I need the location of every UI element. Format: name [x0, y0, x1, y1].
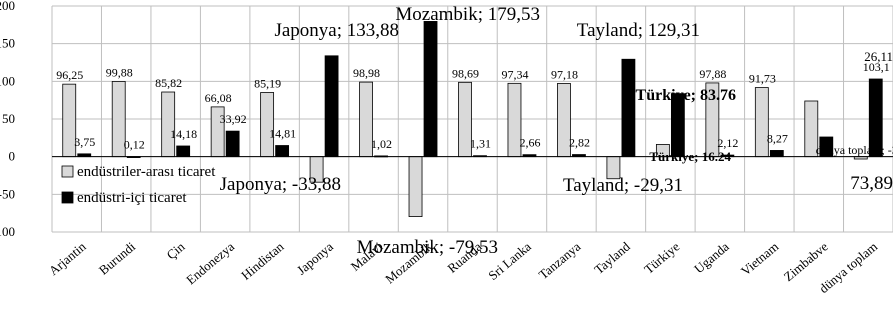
data-label: 2,82: [569, 136, 590, 150]
category-label: Endonezya: [183, 239, 237, 288]
category-label: Vietnam: [738, 239, 781, 279]
data-label: 1,02: [371, 137, 392, 151]
category-label: Arjantin: [46, 238, 89, 278]
bar: [161, 91, 176, 158]
category-label: Çin: [164, 238, 188, 262]
y-tick-label: 200: [0, 0, 15, 13]
y-tick-label: 0: [9, 149, 16, 164]
legend: endüstriler-arası ticaret endüstri-içi ti…: [61, 164, 216, 206]
data-label: Japonya; 133,88: [274, 20, 399, 41]
legend-item: endüstri-içi ticaret: [61, 190, 187, 206]
data-label: Japonya; -33,88: [220, 174, 341, 195]
data-label: Mozambik; -79,53: [357, 237, 498, 258]
category-label: Japonya: [294, 239, 336, 278]
data-label: dünya toplam; -3,1: [816, 143, 893, 157]
legend-label: endüstri-içi ticaret: [77, 190, 187, 206]
data-label: 33,92: [220, 112, 247, 126]
category-label: Tanzanya: [536, 239, 584, 283]
category-label: Uganda: [691, 239, 732, 277]
legend-label: endüstriler-arası ticaret: [77, 164, 216, 180]
data-label: 2,66: [519, 136, 540, 150]
legend-swatch: [61, 165, 74, 178]
data-label: 0,12: [124, 138, 145, 152]
y-axis-ticks: 200 150 100 50 0 -50 -100: [0, 0, 15, 239]
data-label: 2,12: [717, 136, 738, 150]
category-label: Hindistan: [238, 238, 287, 282]
data-label: 97,34: [501, 67, 528, 81]
data-label: Tayland; 129,31: [577, 20, 700, 41]
bar: [176, 145, 191, 158]
data-labels: 96,25 99,88 85,82 66,08 85,19 Japonya; -33,88…: [56, 4, 893, 258]
data-label: Tayland; -29,31: [563, 175, 683, 196]
bar: [260, 92, 275, 158]
data-label: 85,19: [254, 76, 281, 90]
category-label: Burundi: [96, 239, 139, 278]
data-label: 99,88: [106, 65, 133, 79]
data-label: Mozambik; 179,53: [395, 4, 540, 25]
y-tick-label: -50: [0, 186, 15, 201]
data-label: 3,75: [74, 135, 95, 149]
category-label: Türkiye: [641, 239, 682, 277]
category-label: Tayland: [591, 238, 633, 277]
data-label: 14,81: [269, 127, 296, 141]
data-label: 98,98: [353, 66, 380, 80]
bar: [754, 87, 769, 158]
data-label: Türkiye; 16.24: [649, 149, 731, 164]
data-label: 97,18: [551, 67, 578, 81]
data-label: 85,82: [155, 76, 182, 90]
data-label: 103,1: [863, 60, 890, 74]
bar: [275, 145, 290, 158]
bar: [769, 150, 784, 158]
y-tick-label: -100: [0, 224, 15, 239]
data-label: 26,11: [864, 49, 893, 64]
data-label: 96,25: [56, 68, 83, 82]
bar: [408, 156, 423, 217]
bar: [225, 130, 240, 158]
y-tick-label: 150: [0, 36, 15, 51]
data-label: 8,27: [767, 131, 788, 145]
data-label: Türkiye; 83.76: [636, 87, 736, 104]
data-label: 66,08: [205, 91, 232, 105]
y-tick-label: 100: [0, 73, 15, 88]
bar: [423, 21, 438, 158]
data-label: 98,69: [452, 66, 479, 80]
data-label: 73,89: [850, 173, 893, 194]
data-label: 91,73: [749, 72, 776, 86]
y-tick-label: 50: [2, 111, 15, 126]
bar: [621, 58, 636, 158]
data-label: 1,31: [470, 137, 491, 151]
legend-item: endüstriler-arası ticaret: [61, 164, 216, 180]
data-label: 97,88: [699, 67, 726, 81]
legend-swatch: [61, 191, 74, 204]
bars: [62, 21, 883, 217]
bar: [324, 55, 339, 158]
data-label: 14,18: [170, 127, 197, 141]
